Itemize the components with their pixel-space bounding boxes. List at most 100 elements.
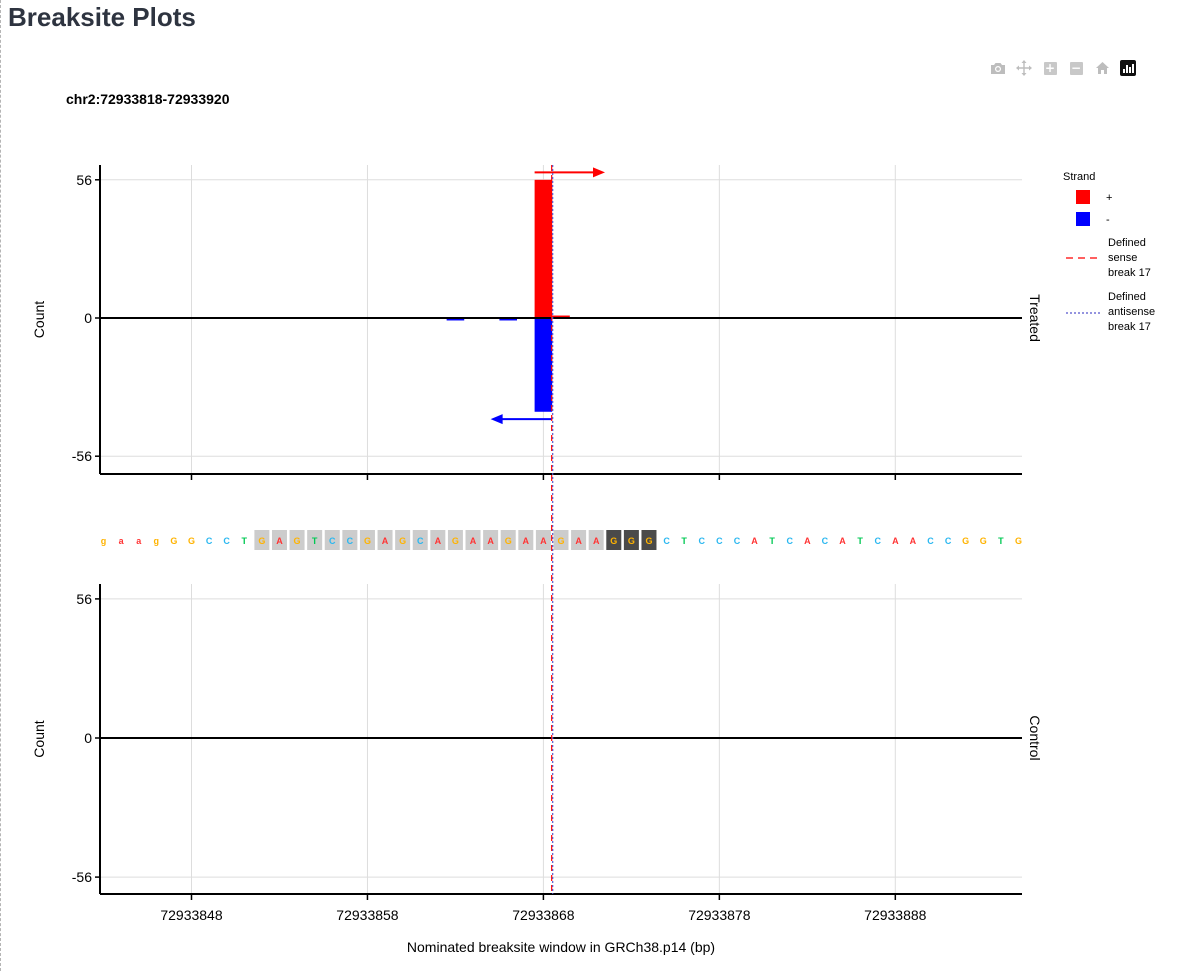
pan-icon[interactable] xyxy=(1011,56,1037,80)
guide-box xyxy=(254,530,270,550)
sequence-base: C xyxy=(699,536,706,546)
sequence-base: A xyxy=(487,536,494,546)
bar-minus-strand xyxy=(446,318,465,321)
guide-box xyxy=(447,530,463,550)
arrow-head xyxy=(592,167,605,178)
sequence-base: A xyxy=(892,536,899,546)
y-tick-label: 0 xyxy=(84,310,92,326)
sequence-base: C xyxy=(927,536,934,546)
guide-box xyxy=(588,530,604,550)
sequence-base: A xyxy=(276,536,283,546)
sequence-base: A xyxy=(910,536,917,546)
sequence-base: A xyxy=(804,536,811,546)
sequence-base: G xyxy=(610,536,617,546)
guide-box xyxy=(412,530,428,550)
break-lines xyxy=(551,165,554,894)
guide-box xyxy=(535,530,551,550)
sequence-base: A xyxy=(751,536,758,546)
y-tick-label: -56 xyxy=(72,448,92,464)
guide-box xyxy=(500,530,516,550)
guide-box xyxy=(307,530,323,550)
guide-box xyxy=(395,530,411,550)
bar-plus-strand xyxy=(534,179,553,318)
sequence-base: G xyxy=(557,536,564,546)
sequence-base: G xyxy=(364,536,371,546)
sequence-base: C xyxy=(716,536,723,546)
guide-box xyxy=(324,530,340,550)
x-tick-label: 72933888 xyxy=(864,907,927,923)
bar-minus-strand xyxy=(534,318,553,412)
x-axis-title: Nominated breaksite window in GRCh38.p14… xyxy=(407,939,715,955)
x-tick-label: 72933858 xyxy=(336,907,399,923)
page-left-border xyxy=(0,0,1,971)
sequence-base: G xyxy=(628,536,635,546)
guide-box xyxy=(553,530,569,550)
legend-label-sense: break 17 xyxy=(1108,267,1151,279)
sequence-base: G xyxy=(452,536,459,546)
sequence-base: A xyxy=(435,536,442,546)
sequence-base: G xyxy=(962,536,969,546)
sequence-base: g xyxy=(101,536,107,546)
zoom-out-icon[interactable]: − xyxy=(1069,60,1083,75)
guide-box xyxy=(571,530,587,550)
sequence-base: A xyxy=(470,536,477,546)
legend-label-plus: + xyxy=(1106,192,1112,204)
plotly-logo-icon[interactable] xyxy=(1115,56,1141,80)
y-axis-title: Count xyxy=(31,301,47,338)
guide-box xyxy=(359,530,375,550)
facet-label: Treated xyxy=(1027,294,1043,342)
guide-box xyxy=(430,530,446,550)
pam-box xyxy=(641,530,657,550)
sequence-base: G xyxy=(258,536,265,546)
sequence-base: A xyxy=(839,536,846,546)
sequence-base: C xyxy=(734,536,741,546)
guide-box xyxy=(483,530,499,550)
sequence-base: G xyxy=(170,536,177,546)
y-axis-title: Count xyxy=(31,720,47,757)
sequence-base: T xyxy=(681,536,687,546)
camera-icon[interactable] xyxy=(985,56,1011,80)
legend-label-antisense: break 17 xyxy=(1108,321,1151,333)
y-tick-label: 56 xyxy=(76,591,92,607)
sequence-base: C xyxy=(417,536,424,546)
sequence-base: A xyxy=(382,536,389,546)
sequence-base: T xyxy=(857,536,863,546)
zoom-in-icon[interactable]: + xyxy=(1043,60,1057,75)
x-tick-label: 72933878 xyxy=(688,907,751,923)
sequence-base: A xyxy=(540,536,547,546)
sequence-base: G xyxy=(1015,536,1022,546)
y-tick-label: 0 xyxy=(84,730,92,746)
y-tick-label: -56 xyxy=(72,869,92,885)
sequence-base: T xyxy=(998,536,1004,546)
sequence-base: T xyxy=(312,536,318,546)
sequence-base: A xyxy=(593,536,600,546)
legend-swatch-minus xyxy=(1076,212,1090,226)
sequence-base: G xyxy=(980,536,987,546)
sequence-base: C xyxy=(874,536,881,546)
legend-label-sense: sense xyxy=(1108,252,1137,264)
home-icon[interactable] xyxy=(1089,56,1115,80)
guide-box xyxy=(377,530,393,550)
facet-panel-control: 56 0 -56 Count Control xyxy=(31,584,1043,900)
sequence-base: g xyxy=(154,536,160,546)
sequence-base: T xyxy=(242,536,248,546)
guide-box xyxy=(465,530,481,550)
sequence-base: C xyxy=(329,536,336,546)
sequence-base: a xyxy=(119,536,125,546)
sequence-base: G xyxy=(399,536,406,546)
facet-label: Control xyxy=(1027,715,1043,760)
legend-swatch-plus xyxy=(1076,190,1090,204)
bar-plus-strand xyxy=(552,315,570,318)
x-tick-label: 72933848 xyxy=(160,907,223,923)
sequence-base: G xyxy=(645,536,652,546)
sequence-base: G xyxy=(505,536,512,546)
legend-label-antisense: antisense xyxy=(1108,306,1155,318)
sequence-base: C xyxy=(945,536,952,546)
pam-box xyxy=(606,530,622,550)
sequence-base: C xyxy=(786,536,793,546)
x-tick-label: 72933868 xyxy=(512,907,575,923)
sequence-base: G xyxy=(294,536,301,546)
sequence-base: a xyxy=(136,536,142,546)
chart-title: chr2:72933818-72933920 xyxy=(66,91,230,107)
